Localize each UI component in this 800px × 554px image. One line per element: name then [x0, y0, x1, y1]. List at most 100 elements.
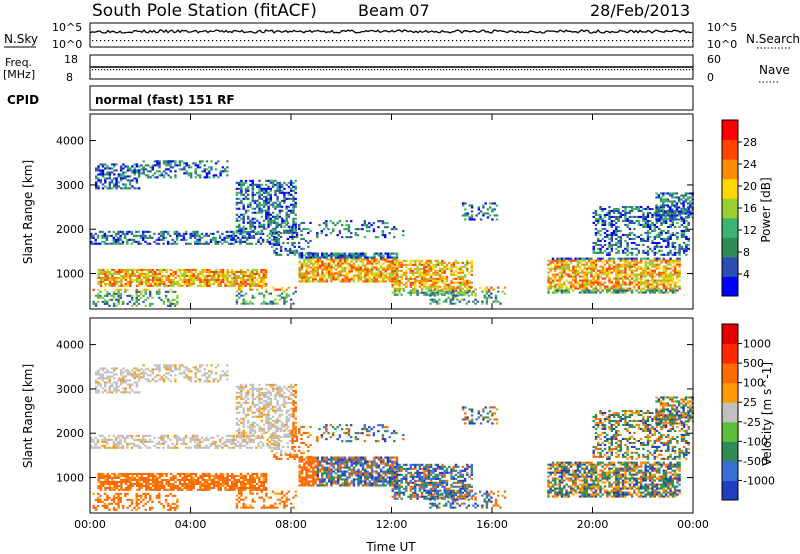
echo-cell	[122, 270, 125, 273]
echo-cell	[572, 283, 575, 286]
echo-cell	[283, 195, 286, 198]
echo-cell	[671, 231, 674, 234]
nsearch-dot	[188, 40, 190, 42]
echo-cell	[265, 201, 268, 204]
echo-cell	[97, 187, 100, 190]
echo-cell	[685, 219, 688, 222]
echo-cell	[113, 278, 116, 281]
echo-cell	[205, 240, 208, 243]
echo-cell	[219, 268, 222, 271]
echo-cell	[117, 270, 121, 273]
echo-cell	[633, 237, 636, 240]
echo-cell	[290, 209, 293, 212]
echo-cell	[144, 234, 147, 237]
echo-cell	[402, 263, 406, 266]
echo-cell	[249, 201, 252, 204]
echo-cell	[140, 268, 143, 271]
echo-cell	[227, 434, 231, 437]
echo-cell	[574, 271, 577, 274]
echo-cell	[111, 272, 114, 275]
nave-dot	[530, 69, 532, 71]
echo-cell	[606, 287, 609, 290]
echo-cell	[123, 236, 127, 239]
echo-cell	[619, 277, 622, 280]
echo-cell	[103, 300, 107, 303]
nave-dot	[119, 69, 121, 71]
echo-cell	[273, 239, 276, 242]
echo-cell	[635, 279, 638, 282]
echo-cell	[664, 287, 668, 290]
echo-cell	[597, 217, 600, 220]
echo-cell	[558, 281, 561, 284]
echo-cell	[221, 166, 225, 169]
echo-cell	[612, 208, 616, 211]
echo-cell	[140, 296, 143, 299]
nsearch-dot	[680, 40, 682, 42]
echo-cell	[619, 239, 622, 242]
echo-cell	[341, 252, 344, 255]
echo-cell	[231, 282, 234, 285]
echo-cell	[574, 281, 577, 284]
echo-cell	[395, 256, 399, 259]
echo-cell	[608, 271, 611, 274]
echo-cell	[382, 276, 385, 279]
echo-cell	[644, 283, 647, 286]
echo-cell	[190, 166, 193, 169]
echo-cell	[136, 280, 139, 283]
echo-cell	[682, 231, 686, 234]
nave-dot	[344, 69, 346, 71]
echo-cell	[112, 302, 116, 305]
echo-cell	[612, 257, 616, 260]
echo-cell	[187, 446, 190, 449]
echo-cell	[361, 260, 365, 263]
echo-cell	[219, 282, 222, 285]
echo-cell	[305, 278, 308, 281]
echo-cell	[167, 168, 170, 171]
echo-cell	[196, 442, 199, 445]
echo-cell	[359, 258, 362, 261]
echo-cell	[601, 261, 604, 264]
echo-cell	[669, 233, 672, 236]
echo-cell	[151, 280, 155, 283]
echo-cell	[323, 254, 326, 257]
echo-cell	[576, 283, 580, 286]
echo-cell	[253, 296, 257, 299]
echo-cell	[375, 274, 378, 277]
echo-cell	[295, 235, 299, 238]
echo-cell	[386, 222, 389, 225]
echo-cell	[578, 287, 582, 290]
nave-dot	[395, 69, 397, 71]
echo-cell	[117, 444, 120, 447]
echo-cell	[337, 252, 340, 255]
echo-cell	[651, 291, 654, 294]
echo-cell	[237, 444, 240, 447]
echo-cell	[156, 164, 159, 167]
echo-cell	[133, 163, 136, 166]
echo-cell	[142, 442, 145, 445]
echo-cell	[420, 287, 424, 290]
echo-cell	[239, 238, 242, 241]
echo-cell	[357, 266, 360, 269]
echo-cell	[664, 198, 667, 201]
echo-cell	[644, 285, 647, 288]
echo-cell	[653, 265, 656, 268]
echo-cell	[142, 276, 146, 279]
echo-cell	[653, 247, 656, 250]
echo-cell	[644, 217, 647, 220]
echo-cell	[131, 294, 134, 297]
echo-cell	[128, 434, 131, 437]
echo-cell	[121, 436, 125, 439]
echo-cell	[130, 230, 134, 233]
echo-cell	[411, 287, 415, 290]
echo-cell	[649, 289, 652, 292]
echo-cell	[276, 294, 279, 297]
echo-cell	[188, 284, 191, 287]
echo-cell	[169, 280, 173, 283]
echo-cell	[258, 225, 261, 228]
echo-cell	[357, 268, 360, 271]
echo-cell	[334, 278, 338, 281]
nsearch-dot	[228, 40, 230, 42]
echo-cell	[129, 276, 132, 279]
echo-cell	[664, 211, 668, 214]
echo-cell	[603, 213, 607, 216]
